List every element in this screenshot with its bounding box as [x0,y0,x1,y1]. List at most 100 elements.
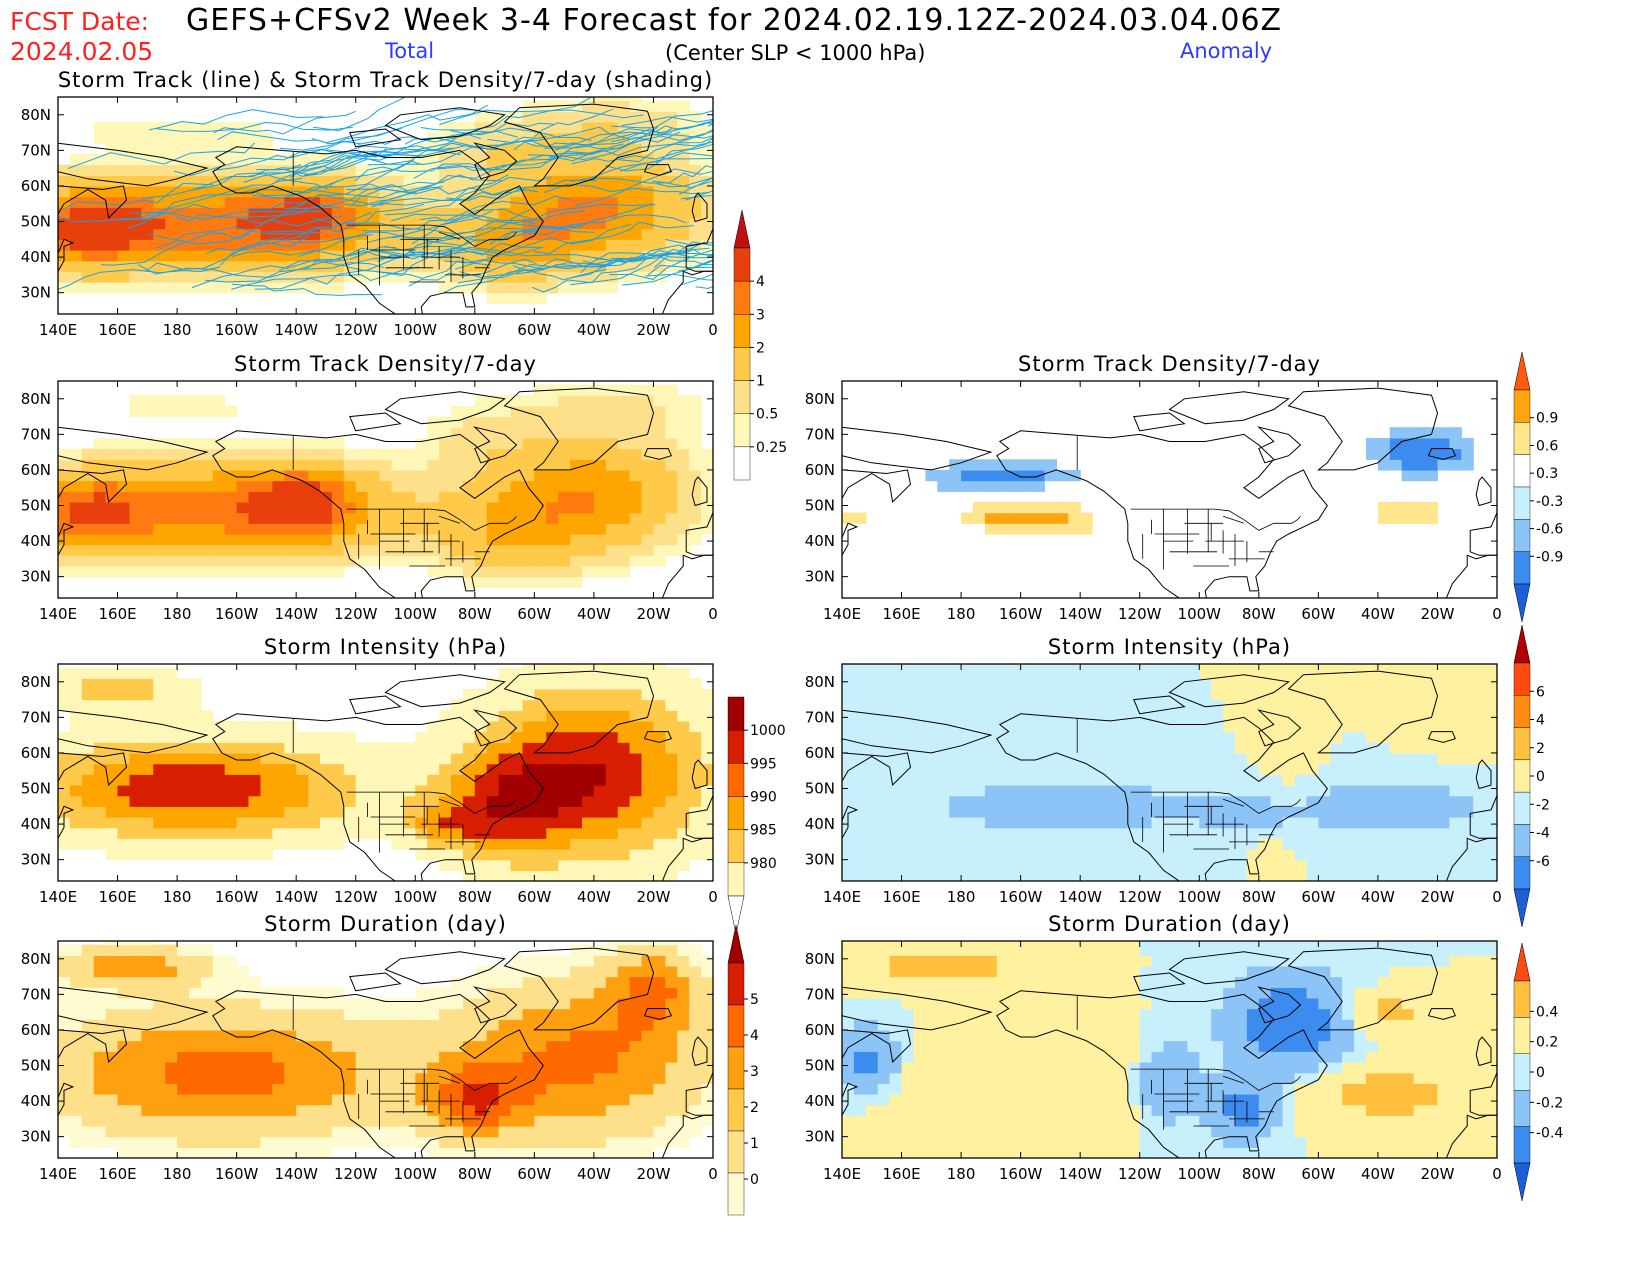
shade-cell [877,838,891,850]
shade-cell [486,512,500,524]
shade-cell [260,1136,273,1148]
shade-cell [605,97,619,102]
shade-cell [248,239,261,251]
shade-cell [403,512,416,524]
shade-cell [105,175,119,187]
shade-cell [272,437,285,450]
shade-cell [582,678,595,690]
shade-cell [1294,838,1307,850]
shade-cell [1020,774,1034,786]
shade-cell [177,785,190,797]
shade-cell [1044,459,1057,471]
shade-cell [689,207,702,219]
shade-cell [331,817,345,829]
shade-cell [1437,731,1450,743]
shade-cell [973,710,986,722]
shade-cell [1485,664,1497,669]
shade-cell [653,437,666,450]
shade-cell [153,742,166,754]
shade-cell [1473,870,1486,881]
shade-cell [200,806,214,818]
x-tick-label: 40W [577,321,611,339]
shade-cell [582,795,595,807]
shade-cell [379,1040,392,1052]
shade-cell [81,218,95,230]
shade-cell [343,260,357,272]
shade-cell [842,785,855,797]
shade-cell [877,849,891,861]
shade-cell [1425,752,1438,765]
coastline [58,185,128,220]
shade-cell [200,1019,214,1031]
shade-cell [1425,664,1438,669]
shade-cell [1020,678,1034,690]
shade-cell [1306,699,1319,711]
y-tick-label: 30N [21,851,51,869]
shade-cell [236,752,250,765]
shade-cell [1413,437,1427,450]
shade-cell [1461,664,1474,669]
shade-cell [653,688,666,701]
shade-cell [677,448,690,460]
shade-cell [105,153,119,166]
shade-cell [105,987,119,999]
shade-cell [379,806,392,818]
shade-cell [617,795,631,807]
shade-cell [901,667,914,679]
shade-cell [1449,827,1462,839]
shade-cell [1389,448,1403,460]
shade-cell [343,164,357,176]
shade-cell [641,100,654,112]
shade-cell [1032,664,1045,669]
shade-cell [403,185,416,198]
shade-cell [510,271,523,283]
shade-cell [617,250,631,262]
shade-cell [177,196,190,208]
shade-cell [224,143,238,155]
shade-cell [355,185,369,198]
shade-cell [379,239,392,251]
shade-cell [1104,720,1117,733]
shade-cell [486,720,500,733]
shade-cell [1485,678,1497,690]
storm-track-line [544,120,713,149]
shade-cell [1425,817,1438,829]
shade-cell [629,795,643,807]
shade-cell [1330,870,1343,881]
shade-cell [153,502,166,514]
shade-cell [153,395,166,407]
shade-cell [1389,720,1403,733]
shade-cell [1080,752,1093,765]
shade-cell [570,448,583,460]
shade-cell [1044,838,1057,850]
shade-cell [1473,763,1486,775]
shade-cell [474,774,488,786]
storm-track-line [454,253,645,270]
shade-cell [937,774,950,786]
shade-cell [403,763,416,775]
shade-cell [129,710,142,722]
shade-cell [224,239,238,251]
shade-cell [284,153,297,166]
shade-cell [1425,720,1438,733]
shade-cell [260,742,273,754]
shade-cell [641,491,654,503]
shade-cell [58,1072,71,1084]
shade-cell [367,752,381,765]
shade-cell [605,774,619,786]
shade-cell [605,710,619,722]
shade-cell [308,1029,321,1042]
shade-cell [949,827,962,839]
shade-cell [69,544,83,556]
shade-cell [842,731,855,743]
shade-cell [1461,849,1474,861]
shade-cell [701,250,713,262]
shade-cell [58,699,71,711]
shade-cell [200,827,214,839]
shade-cell [913,774,926,786]
shade-cell [105,555,119,567]
shade-cell [534,849,547,861]
shade-cell [1199,859,1212,871]
shade-cell [546,502,559,514]
shade-cell [546,282,559,294]
